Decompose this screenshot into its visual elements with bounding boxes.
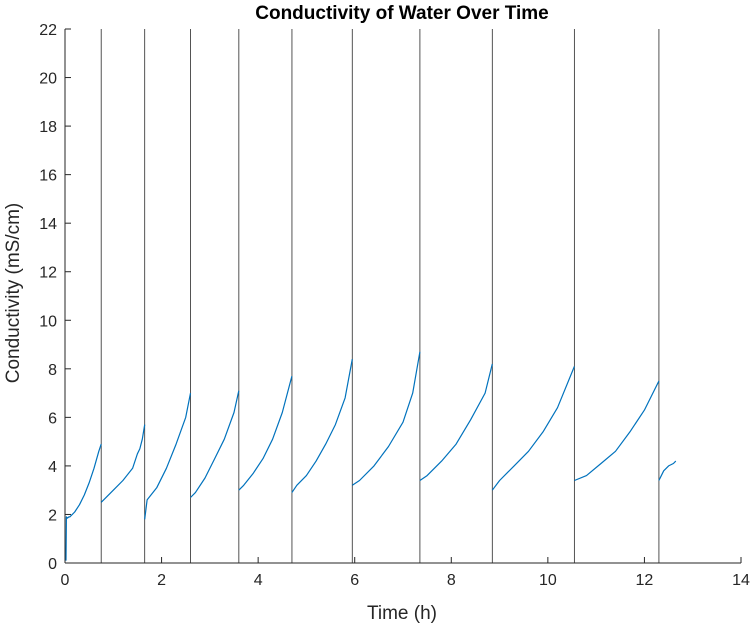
series-lines — [65, 351, 677, 561]
x-tick-label-0: 0 — [61, 572, 70, 589]
x-tick-label-4: 8 — [447, 572, 456, 589]
y-tick-label-5: 10 — [39, 313, 57, 330]
series-0-segment-0 — [65, 443, 102, 561]
y-tick-label-2: 4 — [48, 459, 57, 476]
series-0-segment-3 — [190, 390, 240, 498]
y-tick-label-11: 22 — [39, 22, 57, 39]
y-axis-title: Conductivity (mS/cm) — [3, 203, 24, 384]
y-tick-label-0: 0 — [48, 556, 57, 573]
vertical-marker-lines — [100, 29, 660, 563]
axes — [64, 28, 742, 564]
x-tick-label-6: 12 — [636, 572, 654, 589]
y-tick-label-6: 12 — [39, 265, 57, 282]
x-tick-label-7: 14 — [732, 572, 750, 589]
chart-title: Conductivity of Water Over Time — [255, 3, 549, 24]
y-tick-label-3: 6 — [48, 410, 57, 427]
y-tick-label-10: 20 — [39, 71, 57, 88]
y-tick-label-7: 14 — [39, 216, 57, 233]
y-tick-label-8: 16 — [39, 168, 57, 185]
y-tick-label-9: 18 — [39, 119, 57, 136]
y-tick-label-1: 2 — [48, 507, 57, 524]
series-0-segment-6 — [351, 351, 421, 486]
x-tick-label-1: 2 — [157, 572, 166, 589]
series-0-segment-7 — [419, 363, 493, 481]
x-tick-label-2: 4 — [254, 572, 263, 589]
x-axis-title: Time (h) — [367, 603, 437, 624]
series-0-segment-10 — [658, 460, 677, 481]
x-tick-label-5: 10 — [539, 572, 557, 589]
y-tick-label-4: 8 — [48, 362, 57, 379]
tick-labels: 0 2 4 6 8 10 12 14 0 2 4 6 8 10 12 14 16 18 20 22 — [39, 22, 750, 589]
series-0-segment-4 — [238, 375, 293, 491]
series-0-segment-2 — [144, 392, 192, 520]
x-tick-label-3: 6 — [350, 572, 359, 589]
series-0-segment-8 — [491, 366, 575, 491]
series-0-segment-5 — [291, 358, 353, 493]
series-0-segment-9 — [574, 380, 660, 482]
series-0-segment-1 — [100, 424, 146, 503]
